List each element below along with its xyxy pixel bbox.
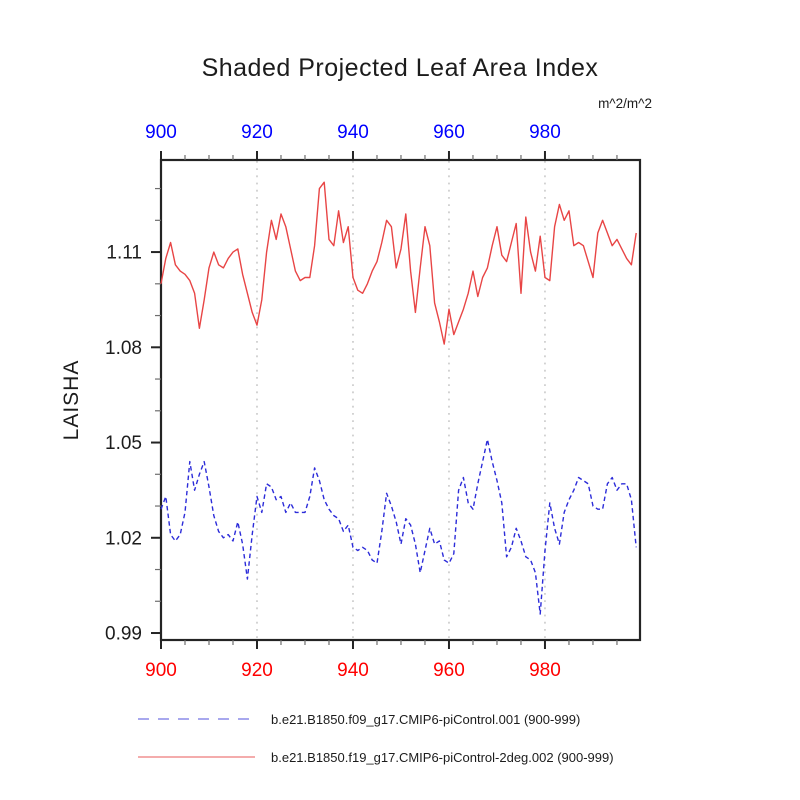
chart-title: Shaded Projected Leaf Area Index bbox=[201, 54, 599, 82]
x-tick-label-bottom: 980 bbox=[529, 660, 561, 681]
x-tick-label-top: 920 bbox=[241, 122, 273, 143]
y-tick-label: 1.05 bbox=[105, 433, 142, 454]
series-line-red-solid bbox=[160, 181, 637, 345]
y-tick-label: 1.08 bbox=[105, 338, 142, 359]
y-tick-label: 0.99 bbox=[105, 624, 142, 645]
x-tick-label-bottom: 940 bbox=[337, 660, 369, 681]
x-tick-label-bottom: 920 bbox=[241, 660, 273, 681]
series-line-blue-dashed bbox=[160, 438, 637, 615]
x-tick-label-top: 900 bbox=[145, 122, 177, 143]
x-tick-label-bottom: 960 bbox=[433, 660, 465, 681]
y-tick-label: 1.02 bbox=[105, 528, 142, 549]
x-tick-label-top: 940 bbox=[337, 122, 369, 143]
units-label: m^2/m^2 bbox=[598, 96, 652, 111]
x-tick-label-bottom: 900 bbox=[145, 660, 177, 681]
x-tick-label-top: 980 bbox=[529, 122, 561, 143]
legend-label-piControl-2deg-002: b.e21.B1850.f19_g17.CMIP6-piControl-2deg… bbox=[271, 750, 614, 765]
plot-frame bbox=[159, 158, 642, 642]
y-tick-label: 1.11 bbox=[106, 243, 142, 264]
legend-label-piControl-001: b.e21.B1850.f09_g17.CMIP6-piControl.001 … bbox=[271, 712, 581, 727]
x-tick-label-top: 960 bbox=[433, 122, 465, 143]
